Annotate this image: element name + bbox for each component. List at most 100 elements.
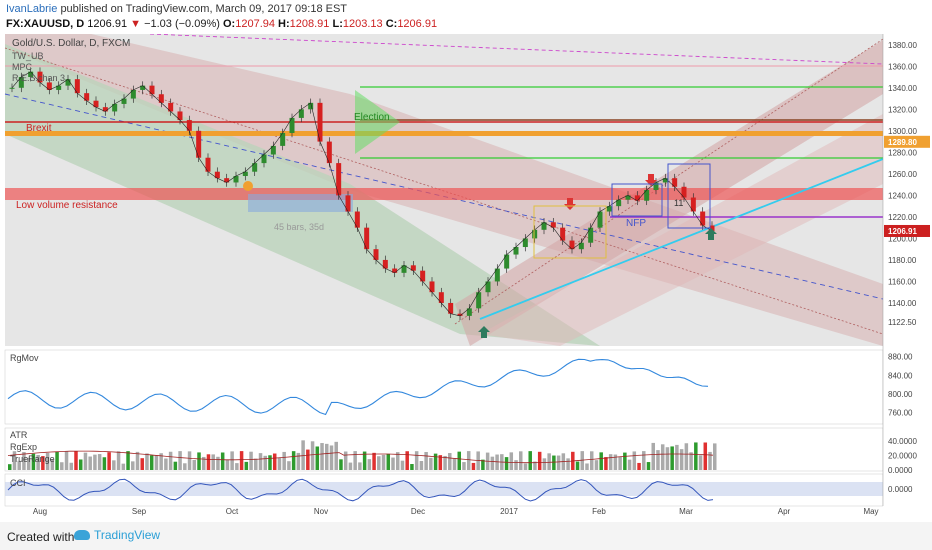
- atr-bar: [462, 462, 466, 470]
- atr-tick-label: 20.0000: [888, 451, 917, 460]
- candle-body: [616, 199, 622, 207]
- price-axis-bg: [883, 34, 932, 518]
- atr-bar: [604, 457, 608, 470]
- atr-bar: [395, 452, 400, 470]
- candle-body: [46, 82, 52, 90]
- candle-body: [233, 176, 239, 183]
- candle-body: [373, 249, 379, 260]
- candle-body: [93, 100, 99, 108]
- open-value: 1207.94: [235, 18, 275, 30]
- dashed-magenta-trend: [149, 33, 884, 65]
- candle-body: [364, 227, 370, 250]
- candle-body: [644, 190, 650, 201]
- atr-bar: [325, 443, 329, 470]
- footer: Created with TradingView: [0, 522, 932, 550]
- atr-bar: [310, 441, 315, 470]
- author-link[interactable]: IvanLabrie: [6, 3, 58, 15]
- atr-bar: [17, 460, 21, 470]
- atr-bar: [334, 441, 338, 470]
- low-volume-label: Low volume resistance: [16, 200, 118, 211]
- atr-bar: [438, 455, 443, 470]
- candle-body: [532, 229, 538, 239]
- publish-info: published on TradingView.com, March 09, …: [60, 3, 348, 15]
- atr-bar: [552, 455, 556, 470]
- atr-bar: [381, 454, 386, 470]
- atr-bar: [367, 459, 372, 470]
- atr-bar: [131, 461, 135, 470]
- candle-body: [485, 281, 491, 293]
- price-tick-label: 1140.00: [888, 299, 917, 308]
- atr-bar: [698, 455, 703, 470]
- legend-item-tw-ub[interactable]: TW_UB: [12, 51, 44, 61]
- atr-bar: [679, 449, 684, 470]
- price-tick-label: 1122.50: [888, 318, 917, 327]
- time-tick-label: Oct: [226, 507, 239, 516]
- atr-bar: [291, 451, 296, 470]
- atr-bar: [429, 457, 433, 470]
- candle-body: [317, 102, 323, 142]
- atr-bar: [178, 451, 182, 470]
- footer-brand-text[interactable]: TradingView: [94, 528, 161, 542]
- candle-body: [205, 157, 211, 172]
- time-tick-label: May: [863, 507, 878, 516]
- atr-tick-label: 40.0000: [888, 437, 917, 446]
- atr-bar: [689, 452, 693, 470]
- atr-bar: [64, 451, 69, 470]
- atr-bar: [372, 452, 376, 470]
- candle-body: [625, 195, 631, 200]
- chart-svg[interactable]: Gold/U.S. Dollar, D, FXCM TW_UB MPC R.E.…: [0, 14, 932, 518]
- atr-bar: [623, 452, 627, 470]
- last-price: 1206.91: [87, 18, 128, 30]
- atr-label: ATR: [10, 430, 28, 440]
- atr-bar: [277, 458, 282, 470]
- price-tick-label: 1180.00: [888, 256, 917, 265]
- candle-body: [653, 182, 659, 190]
- chart-header: IvanLabrie published on TradingView.com,…: [0, 0, 932, 34]
- atr-bar: [74, 451, 78, 470]
- price-tick-label: 1280.00: [888, 148, 917, 157]
- atr-bar: [329, 445, 334, 470]
- atr-bar: [637, 462, 641, 470]
- candle-body: [354, 211, 360, 228]
- atr-bar: [646, 462, 651, 470]
- down-arrow-icon-2: [645, 174, 657, 186]
- legend-item-mpc[interactable]: MPC: [12, 62, 33, 72]
- atr-bar: [187, 451, 192, 470]
- atr-bar: [651, 442, 655, 470]
- atr-bar: [145, 453, 149, 470]
- candle-body: [326, 141, 332, 164]
- ascending-channel-2: [480, 114, 883, 346]
- atr-bar: [206, 454, 211, 470]
- price-tick-label: 1340.00: [888, 84, 917, 93]
- atr-bar: [83, 452, 88, 470]
- atr-bar: [419, 461, 424, 470]
- candle-body: [410, 265, 416, 271]
- time-axis-ticks: Aug Sep Oct Nov Dec 2017 Feb Mar Apr May: [33, 507, 879, 516]
- atr-bar: [594, 460, 599, 470]
- candle-body: [420, 270, 426, 282]
- atr-bar: [164, 458, 168, 470]
- high-label: H:: [278, 18, 290, 30]
- candle-body: [700, 211, 706, 226]
- candle-body: [28, 71, 34, 78]
- atr-bar: [343, 451, 348, 470]
- candle-body: [9, 87, 15, 89]
- atr-bar: [12, 451, 17, 470]
- highlight-labels: 1289.80 1206.91: [884, 135, 930, 237]
- yellow-box: [533, 205, 607, 259]
- eleven-label: 11: [674, 198, 683, 208]
- atr-bar: [41, 456, 45, 470]
- candle-body: [37, 71, 43, 83]
- footer-brand[interactable]: TradingView: [74, 528, 160, 542]
- footer-created-label: Created with: [7, 530, 75, 544]
- atr-bar: [386, 453, 391, 470]
- price-tick-label: 1200.00: [888, 234, 917, 243]
- chart-area[interactable]: Gold/U.S. Dollar, D, FXCM TW_UB MPC R.E.…: [0, 14, 932, 518]
- nfp-box: [611, 183, 663, 217]
- candle-body: [56, 85, 62, 90]
- candle-body: [522, 238, 528, 248]
- time-tick-label: Apr: [778, 507, 791, 516]
- atr-bar: [400, 460, 405, 470]
- legend-item-res-chan[interactable]: R.E.S.chan 3: [12, 73, 65, 83]
- cyan-trendline: [479, 158, 884, 320]
